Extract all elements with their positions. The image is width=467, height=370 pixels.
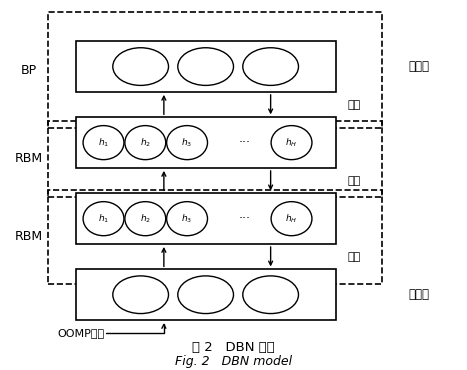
Text: $h_3$: $h_3$ (182, 212, 193, 225)
Text: $h_1$: $h_1$ (98, 137, 109, 149)
Ellipse shape (271, 125, 312, 159)
Text: 微调: 微调 (347, 252, 361, 262)
Text: RBM: RBM (15, 230, 43, 243)
Ellipse shape (178, 276, 234, 313)
Bar (76, 41, 336, 92)
Text: ···: ··· (239, 212, 251, 225)
Text: $h_2$: $h_2$ (140, 212, 151, 225)
Text: 输出层: 输出层 (409, 60, 430, 73)
Text: 图 2   DBN 模型: 图 2 DBN 模型 (192, 341, 275, 354)
Text: $h_2$: $h_2$ (140, 137, 151, 149)
Bar (48, 121, 382, 197)
Text: 微调: 微调 (347, 100, 361, 110)
Ellipse shape (83, 202, 124, 236)
Text: Fig. 2   DBN model: Fig. 2 DBN model (175, 355, 292, 368)
Ellipse shape (113, 276, 169, 313)
Ellipse shape (167, 125, 207, 159)
Text: OOMP特征: OOMP特征 (57, 328, 104, 338)
Ellipse shape (83, 125, 124, 159)
Bar (76, 269, 336, 320)
Bar (48, 190, 382, 284)
Ellipse shape (243, 48, 298, 85)
Ellipse shape (125, 202, 166, 236)
Text: ···: ··· (239, 136, 251, 149)
Text: BP: BP (21, 64, 37, 77)
Text: RBM: RBM (15, 152, 43, 165)
Text: 输入层: 输入层 (409, 288, 430, 301)
Ellipse shape (113, 48, 169, 85)
Ellipse shape (178, 48, 234, 85)
Text: $h_1$: $h_1$ (98, 212, 109, 225)
Text: $h_3$: $h_3$ (182, 137, 193, 149)
Ellipse shape (167, 202, 207, 236)
Text: 微调: 微调 (347, 176, 361, 186)
Bar (76, 194, 336, 244)
Text: $h_H$: $h_H$ (285, 137, 297, 149)
Bar (48, 12, 382, 128)
Ellipse shape (271, 202, 312, 236)
Bar (76, 117, 336, 168)
Ellipse shape (243, 276, 298, 313)
Ellipse shape (125, 125, 166, 159)
Text: $h_H$: $h_H$ (285, 212, 297, 225)
